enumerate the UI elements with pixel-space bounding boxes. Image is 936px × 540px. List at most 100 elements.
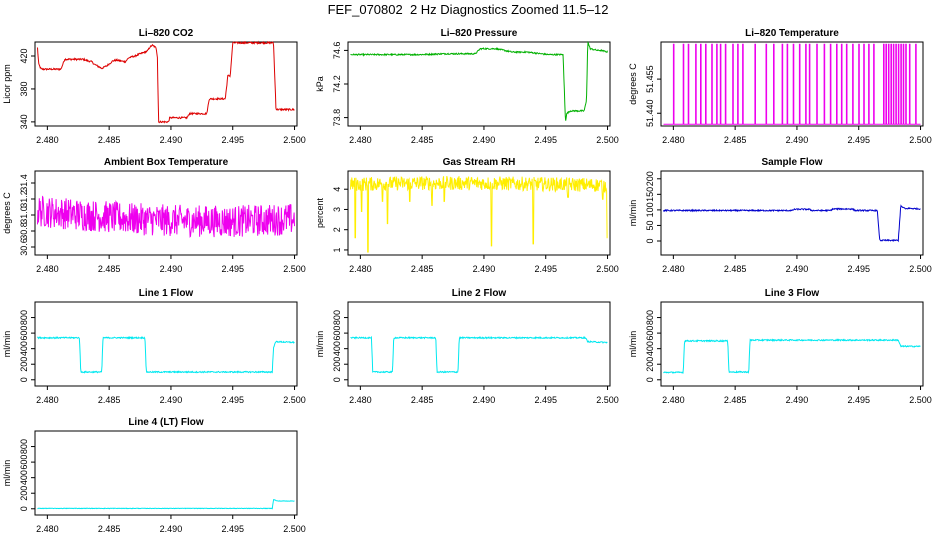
plot-frame xyxy=(660,170,924,256)
y-tick-label: 200 xyxy=(19,486,29,501)
y-tick-label: 31.4 xyxy=(19,174,29,192)
chart-panel-1: Li–820 CO2 Licor ppm 2.480 2.485 2.490 2.495 2… xyxy=(2,28,306,145)
chart-panel-3: Li–820 Temperature degrees C 2.480 2.485 2.4… xyxy=(628,28,932,145)
x-tick-label: 2.480 xyxy=(36,264,59,274)
x-tick-label: 2.480 xyxy=(349,395,372,405)
x-tick-label: 2.490 xyxy=(473,395,496,405)
x-tick-label: 2.485 xyxy=(411,135,434,145)
x-tick-label: 2.480 xyxy=(662,264,685,274)
y-tick-label: 400 xyxy=(645,341,655,356)
y-axis-label: ml/min xyxy=(315,331,325,358)
y-axis-label: ml/min xyxy=(628,200,638,227)
y-tick-label: 600 xyxy=(332,326,342,341)
series-line xyxy=(37,335,295,374)
x-tick-label: 2.490 xyxy=(160,395,183,405)
y-tick-label: 1 xyxy=(332,247,342,252)
x-tick-label: 2.480 xyxy=(662,395,685,405)
x-tick-label: 2.490 xyxy=(160,524,183,534)
x-tick-label: 2.495 xyxy=(534,135,557,145)
x-tick-label: 2.500 xyxy=(283,524,306,534)
x-tick-label: 2.495 xyxy=(221,264,244,274)
y-tick-label: 600 xyxy=(645,326,655,341)
y-tick-label: 800 xyxy=(645,310,655,325)
y-axis-label: ml/min xyxy=(2,460,12,487)
y-tick-label: 74.2 xyxy=(332,75,342,93)
y-tick-label: 50 xyxy=(645,220,655,230)
y-tick-label: 51.455 xyxy=(645,65,655,93)
x-tick-label: 2.490 xyxy=(786,395,809,405)
x-tick-label: 2.495 xyxy=(847,395,870,405)
y-axis-label: ml/min xyxy=(628,331,638,358)
x-tick-label: 2.480 xyxy=(662,135,685,145)
x-tick-label: 2.500 xyxy=(283,264,306,274)
x-tick-label: 2.500 xyxy=(596,264,619,274)
x-tick-label: 2.490 xyxy=(473,264,496,274)
y-tick-label: 2 xyxy=(332,227,342,232)
chart-panel-5: Gas Stream RH percent 2.480 2.485 2.490 2.495… xyxy=(315,157,619,274)
series-line xyxy=(350,175,608,253)
series-line xyxy=(37,499,295,510)
y-axis-label: Licor ppm xyxy=(2,64,12,104)
y-tick-label: 51.440 xyxy=(645,99,655,127)
figure-title: FEF_070802 2 Hz Diagnostics Zoomed 11.5–… xyxy=(327,2,609,17)
y-tick-label: 0 xyxy=(19,506,29,511)
x-tick-label: 2.500 xyxy=(909,264,932,274)
y-tick-label: 3 xyxy=(332,207,342,212)
series-line xyxy=(37,40,295,124)
y-tick-label: 0 xyxy=(645,238,655,243)
y-axis-label: ml/min xyxy=(2,331,12,358)
chart-panel-8: Line 2 Flow ml/min 2.480 2.485 2.490 2.495 2.5… xyxy=(315,288,619,405)
x-tick-label: 2.485 xyxy=(98,395,121,405)
y-tick-label: 150 xyxy=(645,187,655,202)
y-tick-label: 4 xyxy=(332,187,342,192)
chart-title: Gas Stream RH xyxy=(443,157,516,168)
y-tick-label: 200 xyxy=(645,357,655,372)
series-line xyxy=(663,43,921,125)
x-tick-label: 2.485 xyxy=(98,524,121,534)
plot-frame xyxy=(660,301,924,387)
chart-title: Line 2 Flow xyxy=(452,288,507,299)
x-tick-label: 2.495 xyxy=(221,524,244,534)
y-axis-label: degrees C xyxy=(628,63,638,105)
y-tick-label: 800 xyxy=(19,310,29,325)
chart-title: Li–820 Temperature xyxy=(745,28,839,39)
chart-title: Sample Flow xyxy=(761,157,822,168)
y-tick-label: 74.6 xyxy=(332,42,342,60)
chart-panel-2: Li–820 Pressure kPa 2.480 2.485 2.490 2.495 2.… xyxy=(315,28,619,145)
x-tick-label: 2.485 xyxy=(724,395,747,405)
x-tick-label: 2.490 xyxy=(160,264,183,274)
x-tick-label: 2.495 xyxy=(847,135,870,145)
plot-frame xyxy=(347,170,611,256)
chart-panel-10: Line 4 (LT) Flow ml/min 2.480 2.485 2.490 2.4… xyxy=(2,417,306,534)
chart-title: Li–820 CO2 xyxy=(139,28,194,39)
x-tick-label: 2.485 xyxy=(411,264,434,274)
y-tick-label: 600 xyxy=(19,455,29,470)
y-tick-label: 400 xyxy=(19,341,29,356)
x-tick-label: 2.485 xyxy=(724,135,747,145)
x-tick-label: 2.500 xyxy=(909,135,932,145)
x-tick-label: 2.485 xyxy=(98,135,121,145)
y-tick-label: 420 xyxy=(19,48,29,63)
x-tick-label: 2.495 xyxy=(534,264,557,274)
y-tick-label: 400 xyxy=(332,341,342,356)
series-line xyxy=(663,338,921,374)
x-tick-label: 2.485 xyxy=(98,264,121,274)
y-tick-label: 200 xyxy=(645,171,655,186)
x-tick-label: 2.500 xyxy=(283,135,306,145)
chart-panel-9: Line 3 Flow ml/min 2.480 2.485 2.490 2.495 2.5… xyxy=(628,288,932,405)
chart-panel-7: Line 1 Flow ml/min 2.480 2.485 2.490 2.495 2.5… xyxy=(2,288,306,405)
x-tick-label: 2.485 xyxy=(724,264,747,274)
plot-frame xyxy=(34,170,298,256)
y-tick-label: 200 xyxy=(332,357,342,372)
plot-frame xyxy=(660,41,924,127)
y-tick-label: 100 xyxy=(645,202,655,217)
y-tick-label: 0 xyxy=(332,377,342,382)
plot-frame xyxy=(34,41,298,127)
x-tick-label: 2.495 xyxy=(534,395,557,405)
chart-title: Line 3 Flow xyxy=(765,288,820,299)
y-tick-label: 400 xyxy=(19,470,29,485)
x-tick-label: 2.495 xyxy=(847,264,870,274)
y-tick-label: 380 xyxy=(19,81,29,96)
x-tick-label: 2.500 xyxy=(909,395,932,405)
